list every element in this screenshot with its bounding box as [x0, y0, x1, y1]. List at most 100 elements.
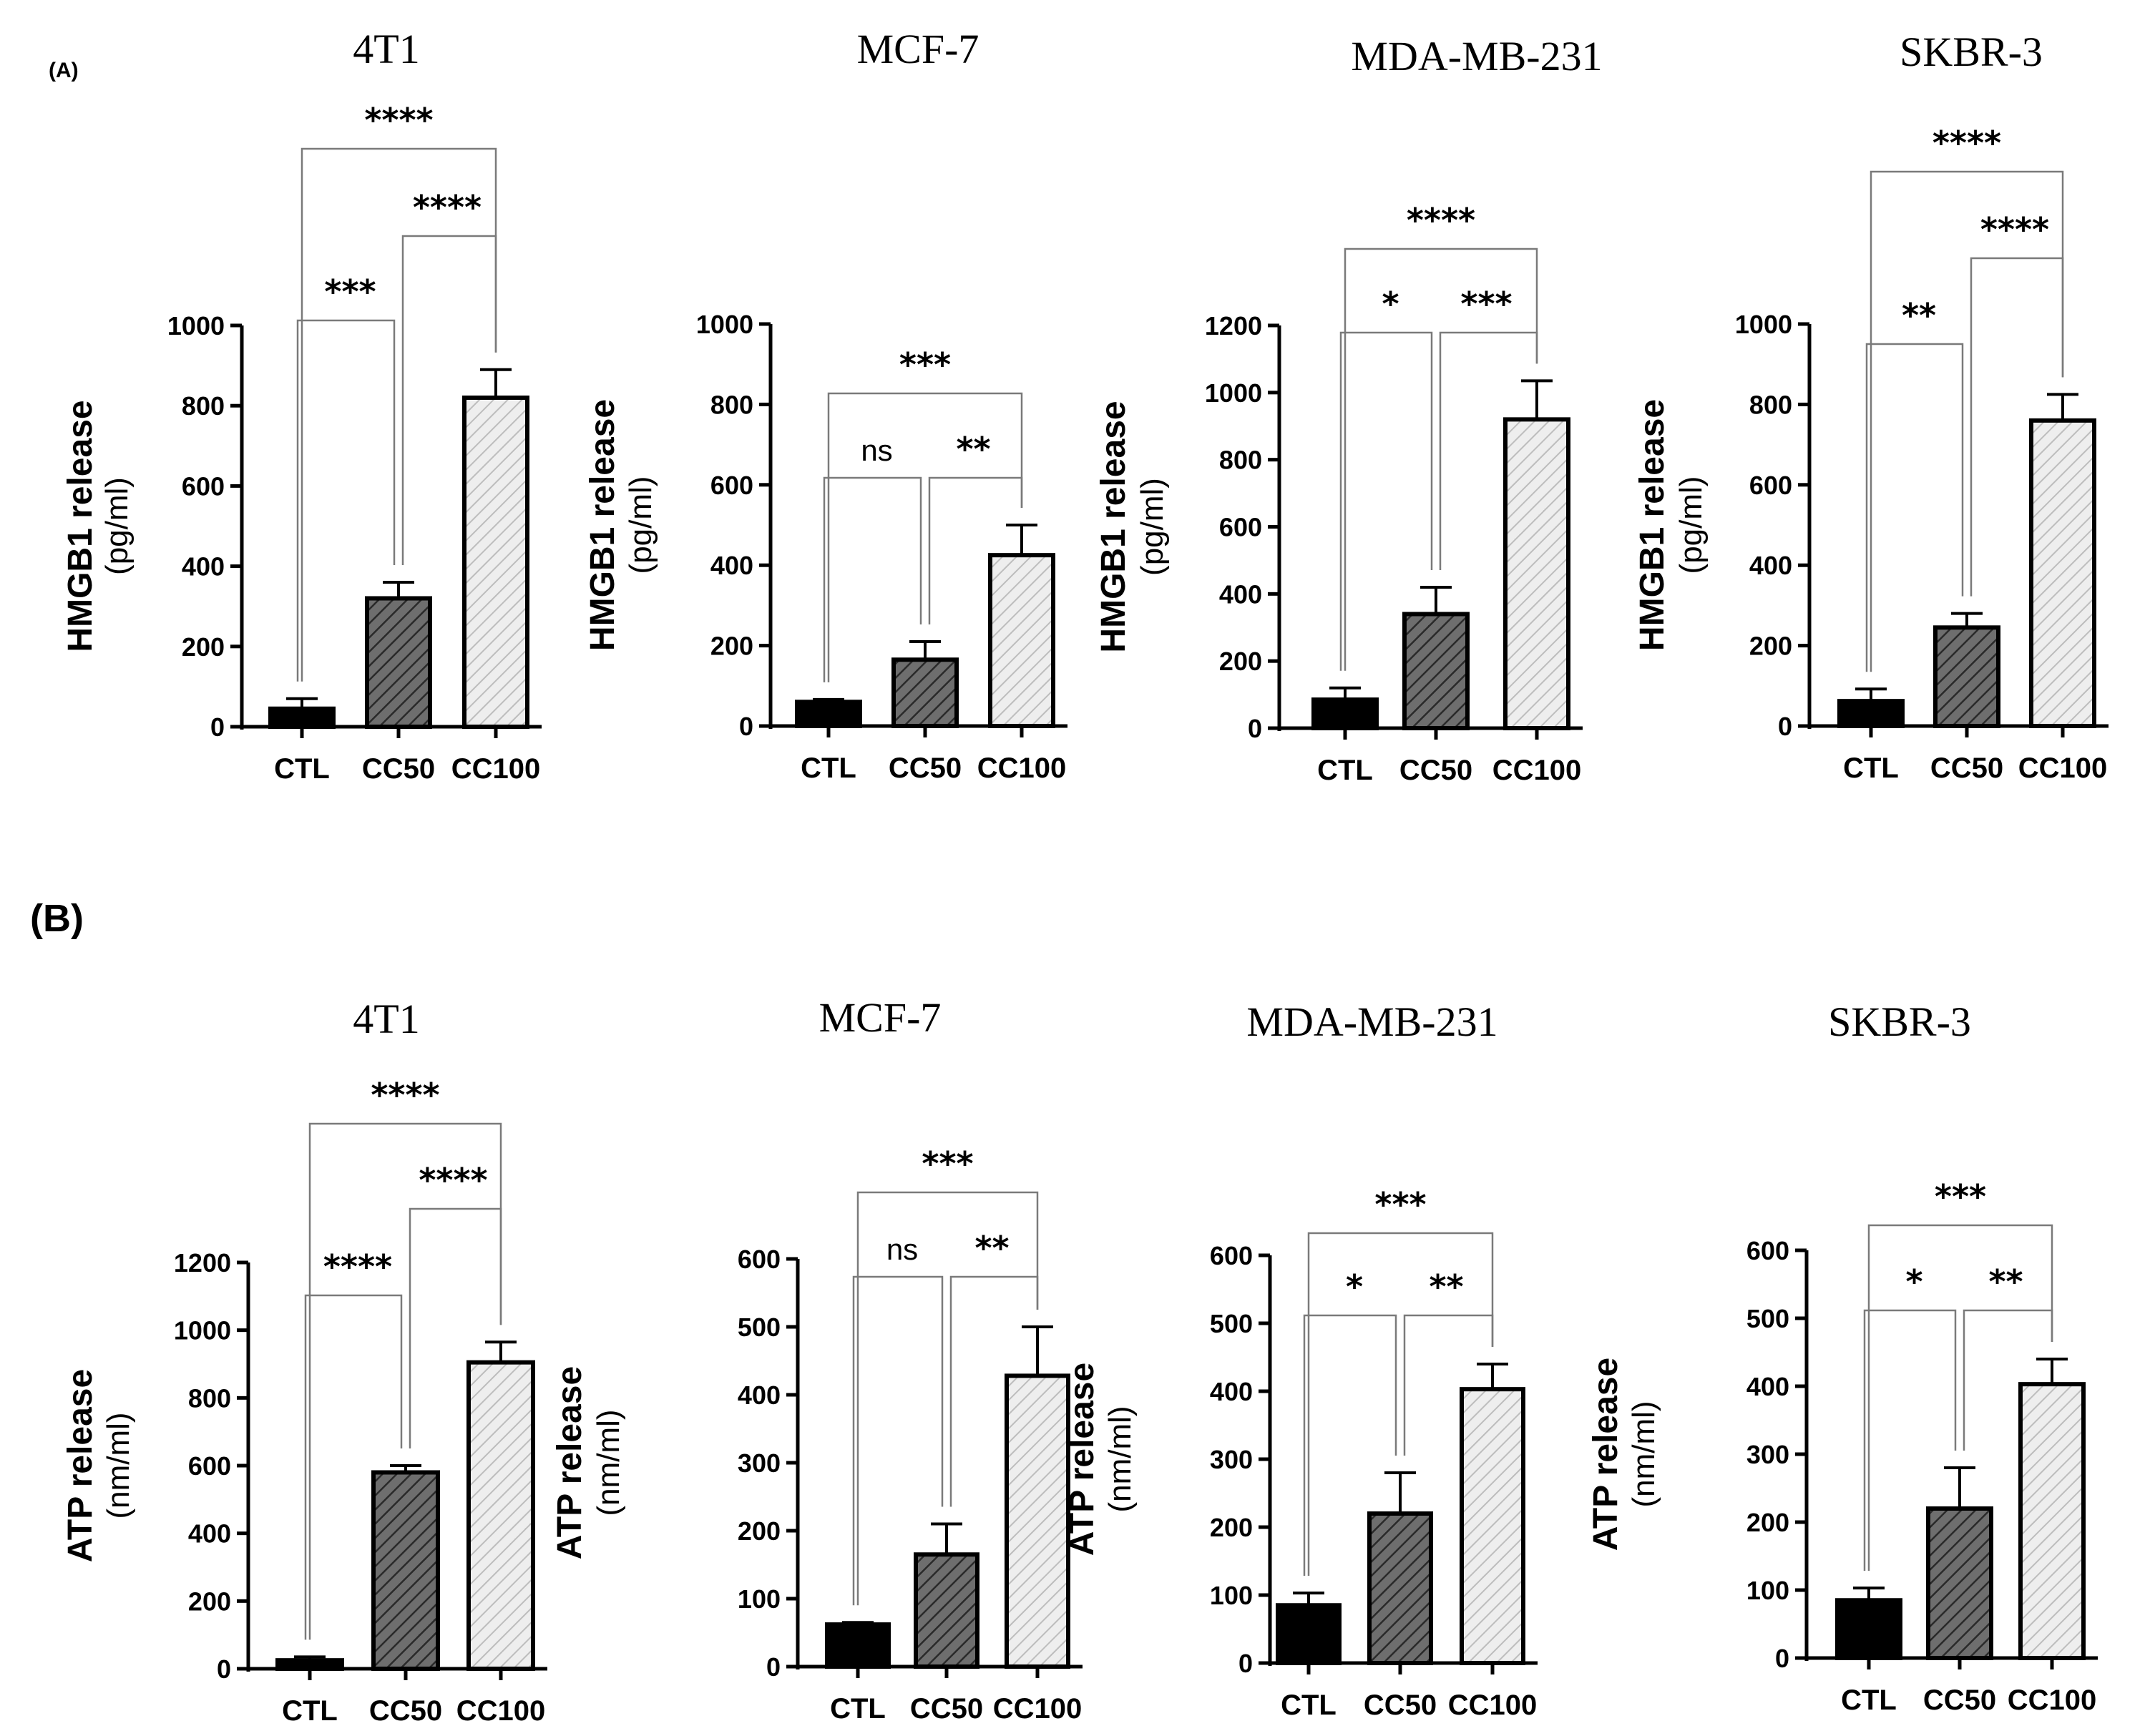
significance-stars: **** — [1407, 201, 1475, 240]
y-axis-label: HMGB1 release — [1095, 401, 1133, 652]
y-tick-label: 0 — [1775, 1644, 1789, 1673]
chart-8: SKBR-3 ATP release (nm/ml) 0 100 200 300 400 500… — [1587, 999, 2098, 1716]
y-tick-label: 300 — [1746, 1440, 1789, 1469]
y-tick-label: 400 — [1749, 551, 1792, 580]
bar-ctl — [1835, 1598, 1902, 1660]
y-tick-label: 200 — [738, 1516, 781, 1546]
y-tick-label: 200 — [1219, 647, 1262, 676]
significance-stars: **** — [1980, 210, 2049, 249]
y-axis-label: ATP release — [551, 1366, 589, 1559]
chart-1: 4T1 HMGB1 release (pg/ml) 0 200 400 600 800 1000… — [62, 26, 542, 785]
bar-cc50 — [371, 1470, 440, 1671]
category-label: CTL — [830, 1693, 886, 1725]
y-tick-label: 500 — [738, 1313, 781, 1342]
y-axis-unit: (nm/ml) — [1626, 1401, 1661, 1507]
y-axis-label: HMGB1 release — [62, 400, 99, 652]
significance-bracket — [1865, 343, 1964, 672]
y-tick-label: 200 — [1746, 1508, 1789, 1537]
significance-stars: *** — [1460, 285, 1512, 323]
y-tick-label: 800 — [188, 1383, 231, 1413]
y-tick-label: 600 — [1210, 1241, 1253, 1270]
bar-cc50 — [1402, 612, 1470, 730]
y-axis-unit: (nm/ml) — [1103, 1406, 1138, 1512]
y-tick-label: 600 — [1749, 471, 1792, 500]
category-label: CC100 — [1492, 755, 1582, 786]
y-tick-label: 300 — [1210, 1445, 1253, 1474]
chart-4: SKBR-3 HMGB1 release (pg/ml) 0 200 400 600 800 1… — [1633, 29, 2109, 784]
category-label: CC100 — [1448, 1690, 1538, 1721]
bar-ctl — [825, 1622, 891, 1669]
significance-stars: * — [1346, 1267, 1363, 1306]
significance-stars: ** — [1902, 296, 1936, 335]
bar-cc50 — [1933, 625, 2000, 728]
y-tick-label: 400 — [738, 1381, 781, 1410]
significance-stars: **** — [419, 1161, 487, 1200]
significance-bracket — [1339, 331, 1433, 671]
chart-6: MCF-7 ATP release (nm/ml) 0 100 200 300 400 500 6… — [551, 994, 1083, 1725]
significance-bracket — [1307, 1232, 1494, 1576]
y-tick-label: 600 — [710, 471, 753, 500]
significance-bracket — [1344, 247, 1538, 671]
chart-5: 4T1 ATP release (nm/ml) 0 200 400 600 800 1000 12… — [62, 996, 547, 1727]
category-label: CTL — [801, 752, 856, 784]
y-tick-label: 300 — [738, 1448, 781, 1478]
y-axis-unit: (nm/ml) — [101, 1412, 136, 1519]
significance-stars: ** — [1429, 1267, 1463, 1306]
significance-bracket — [301, 147, 497, 682]
significance-stars: * — [1905, 1262, 1922, 1301]
significance-bracket — [1303, 1314, 1397, 1576]
bar-cc50 — [914, 1552, 979, 1669]
significance-stars: *** — [899, 345, 951, 384]
significance-stars: **** — [371, 1076, 439, 1114]
significance-bracket — [304, 1294, 403, 1640]
bar-cc100 — [988, 553, 1055, 729]
y-tick-label: 400 — [1746, 1372, 1789, 1401]
significance-stars: *** — [1374, 1185, 1426, 1224]
y-tick-label: 1000 — [1735, 310, 1792, 339]
y-tick-label: 0 — [766, 1652, 781, 1682]
y-tick-label: 500 — [1210, 1309, 1253, 1338]
y-tick-label: 600 — [1219, 513, 1262, 542]
significance-stars: * — [1382, 285, 1399, 323]
bar-cc50 — [1367, 1511, 1433, 1665]
y-tick-label: 0 — [739, 712, 753, 741]
y-tick-label: 1000 — [167, 311, 225, 340]
chart-title: MDA-MB-231 — [1246, 999, 1497, 1045]
y-tick-label: 200 — [1210, 1513, 1253, 1542]
significance-bracket — [308, 1122, 502, 1640]
y-tick-label: 0 — [1778, 712, 1792, 741]
category-label: CC100 — [993, 1693, 1083, 1725]
significance-stars: **** — [413, 188, 482, 227]
y-tick-label: 600 — [1746, 1236, 1789, 1265]
y-tick-label: 1200 — [1205, 311, 1262, 340]
chart-title: MDA-MB-231 — [1351, 33, 1602, 79]
y-tick-label: 200 — [188, 1587, 231, 1616]
y-tick-label: 0 — [210, 712, 225, 742]
significance-bracket — [823, 476, 922, 682]
significance-stars: **** — [1933, 124, 2001, 162]
y-tick-label: 1000 — [696, 310, 753, 339]
significance-stars: ** — [1988, 1262, 2023, 1301]
y-tick-label: 0 — [1248, 714, 1262, 743]
category-label: CC100 — [2008, 1684, 2097, 1716]
y-tick-label: 400 — [710, 551, 753, 580]
category-label: CC100 — [451, 753, 541, 785]
y-axis-unit: (pg/ml) — [1674, 476, 1709, 574]
bar-ctl — [275, 1658, 344, 1672]
chart-title: SKBR-3 — [1828, 999, 1971, 1045]
significance-bracket — [1870, 170, 2064, 672]
y-tick-label: 400 — [1219, 579, 1262, 609]
y-tick-label: 600 — [188, 1451, 231, 1481]
category-label: CTL — [1317, 755, 1373, 786]
panel-b-label: (B) — [30, 897, 84, 940]
y-axis-unit: (pg/ml) — [623, 476, 658, 574]
bar-ctl — [1276, 1603, 1342, 1665]
chart-title: 4T1 — [353, 996, 419, 1042]
chart-7: MDA-MB-231 ATP release (nm/ml) 0 100 200 300 40… — [1063, 999, 1538, 1721]
category-label: CC50 — [362, 753, 435, 785]
significance-ns-label: ns — [886, 1232, 918, 1266]
bar-cc50 — [365, 596, 432, 729]
y-tick-label: 500 — [1746, 1304, 1789, 1333]
y-tick-label: 1000 — [174, 1316, 231, 1345]
significance-stars: **** — [323, 1247, 392, 1286]
